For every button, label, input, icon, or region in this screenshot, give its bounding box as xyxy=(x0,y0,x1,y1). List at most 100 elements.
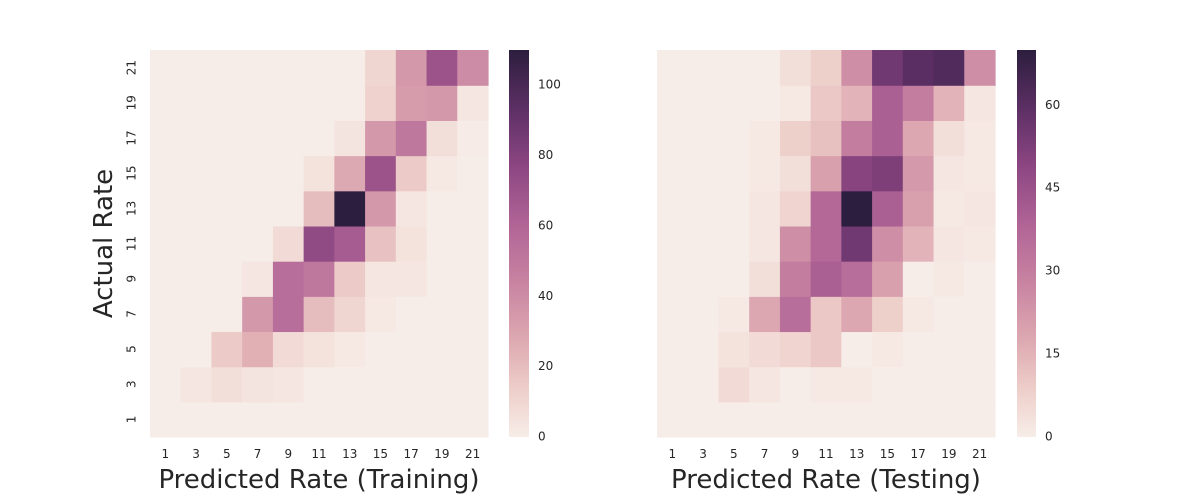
test-cell-r10-c3 xyxy=(749,50,781,86)
test-cell-r8-c7 xyxy=(872,120,904,157)
train-cell-r4-c3 xyxy=(242,261,274,297)
test-cell-r3-c2 xyxy=(718,296,750,333)
test-cell-r0-c4 xyxy=(779,401,812,438)
test-cell-r2-c2 xyxy=(718,331,750,368)
test-cell-r6-c1 xyxy=(687,190,720,227)
train-colorbar-tick: 40 xyxy=(538,289,553,303)
train-cell-r7-c9 xyxy=(426,155,458,192)
train-y-tick: 17 xyxy=(125,130,139,145)
train-cell-r4-c9 xyxy=(426,261,458,297)
test-cell-r0-c7 xyxy=(872,401,904,438)
test-cell-r5-c9 xyxy=(933,225,965,262)
train-cell-r3-c9 xyxy=(426,296,458,333)
test-cell-r10-c1 xyxy=(687,50,720,86)
train-cell-r5-c9 xyxy=(426,225,458,262)
test-cell-r8-c10 xyxy=(964,120,996,157)
train-cell-r8-c4 xyxy=(272,120,305,157)
train-cell-r9-c6 xyxy=(334,85,366,121)
test-cell-r1-c3 xyxy=(749,366,781,403)
train-cell-r8-c3 xyxy=(242,120,274,157)
train-cell-r6-c6 xyxy=(334,190,366,227)
test-cell-r4-c7 xyxy=(872,261,904,297)
train-cell-r5-c7 xyxy=(365,225,397,262)
train-cell-r3-c6 xyxy=(334,296,366,333)
train-x-tick: 7 xyxy=(254,447,262,461)
train-x-tick: 1 xyxy=(162,447,170,461)
train-cell-r3-c10 xyxy=(457,296,489,333)
test-cell-r4-c0 xyxy=(657,261,689,297)
train-cell-r2-c2 xyxy=(211,331,243,368)
train-cell-r10-c1 xyxy=(180,50,213,86)
train-cell-r1-c10 xyxy=(457,366,489,403)
train-cell-r1-c0 xyxy=(150,366,182,403)
train-cell-r10-c8 xyxy=(395,50,428,86)
test-cell-r4-c5 xyxy=(810,261,842,297)
train-cell-r8-c8 xyxy=(395,120,428,157)
test-colorbar-tick: 60 xyxy=(1045,98,1060,112)
test-cell-r7-c2 xyxy=(718,155,750,192)
train-cell-r8-c1 xyxy=(180,120,213,157)
train-cell-r8-c5 xyxy=(303,120,335,157)
test-cell-r6-c5 xyxy=(810,190,842,227)
train-cell-r1-c8 xyxy=(395,366,428,403)
test-cell-r9-c4 xyxy=(779,85,812,121)
test-cell-r10-c5 xyxy=(810,50,842,86)
train-cell-r6-c4 xyxy=(272,190,305,227)
test-cell-r9-c3 xyxy=(749,85,781,121)
test-cell-r0-c9 xyxy=(933,401,965,438)
test-cell-r7-c7 xyxy=(872,155,904,192)
test-cell-r10-c10 xyxy=(964,50,996,86)
train-cell-r1-c1 xyxy=(180,366,213,403)
train-colorbar: 0 20 40 60 80 100 xyxy=(509,50,561,444)
train-cell-r2-c6 xyxy=(334,331,366,368)
train-cell-r6-c2 xyxy=(211,190,243,227)
test-x-tick: 21 xyxy=(972,447,987,461)
train-cell-r4-c4 xyxy=(272,261,305,297)
train-cell-r6-c0 xyxy=(150,190,182,227)
train-cell-r3-c0 xyxy=(150,296,182,333)
train-cell-r9-c9 xyxy=(426,85,458,121)
train-x-tick: 5 xyxy=(223,447,231,461)
train-x-tick: 19 xyxy=(434,447,449,461)
train-cell-r4-c2 xyxy=(211,261,243,297)
train-cell-r9-c10 xyxy=(457,85,489,121)
test-cell-r5-c10 xyxy=(964,225,996,262)
test-cell-r2-c1 xyxy=(687,331,720,368)
train-colorbar-tick: 0 xyxy=(538,430,546,444)
train-cell-r7-c6 xyxy=(334,155,366,192)
test-cell-r2-c4 xyxy=(779,331,812,368)
test-x-tick: 19 xyxy=(941,447,956,461)
train-x-tick: 13 xyxy=(342,447,357,461)
test-cell-r3-c3 xyxy=(749,296,781,333)
test-cell-r2-c0 xyxy=(657,331,689,368)
train-cell-r6-c8 xyxy=(395,190,428,227)
train-cell-r3-c1 xyxy=(180,296,213,333)
train-cell-r1-c5 xyxy=(303,366,335,403)
train-cell-r0-c10 xyxy=(457,401,489,438)
train-cell-r4-c1 xyxy=(180,261,213,297)
test-cell-r2-c8 xyxy=(902,331,935,368)
train-y-tick: 19 xyxy=(125,95,139,110)
train-cell-r10-c0 xyxy=(150,50,182,86)
test-cell-r1-c8 xyxy=(902,366,935,403)
train-x-tick: 11 xyxy=(311,447,326,461)
train-y-tick: 3 xyxy=(125,380,139,388)
test-cell-r3-c6 xyxy=(841,296,873,333)
test-cell-r8-c2 xyxy=(718,120,750,157)
test-cell-r4-c8 xyxy=(902,261,935,297)
test-cell-r0-c3 xyxy=(749,401,781,438)
train-cell-r0-c1 xyxy=(180,401,213,438)
test-cell-r5-c5 xyxy=(810,225,842,262)
test-cell-r9-c7 xyxy=(872,85,904,121)
test-cell-r7-c10 xyxy=(964,155,996,192)
test-cell-r9-c2 xyxy=(718,85,750,121)
test-cell-r3-c10 xyxy=(964,296,996,333)
train-cell-r10-c5 xyxy=(303,50,335,86)
train-cell-r9-c8 xyxy=(395,85,428,121)
test-cell-r5-c0 xyxy=(657,225,689,262)
test-cell-r0-c6 xyxy=(841,401,873,438)
train-cell-r4-c5 xyxy=(303,261,335,297)
test-cell-r3-c4 xyxy=(779,296,812,333)
train-cell-r10-c3 xyxy=(242,50,274,86)
